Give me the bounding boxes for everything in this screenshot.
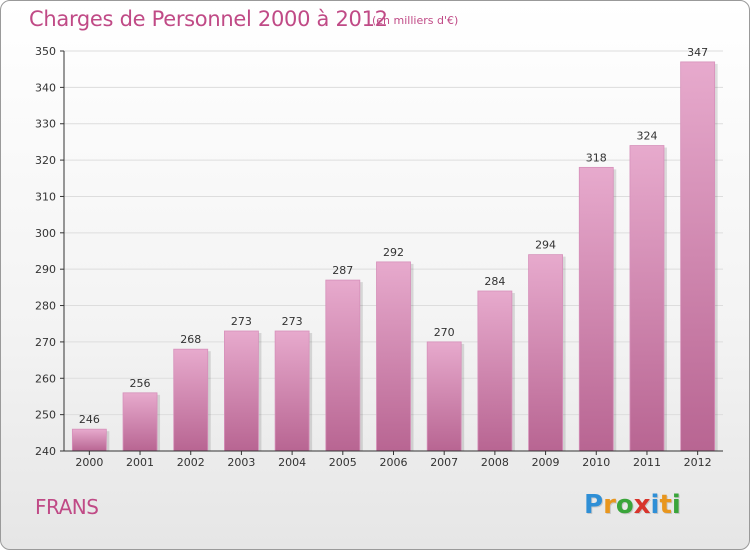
data-label: 318 bbox=[586, 151, 607, 164]
logo-letter: x bbox=[633, 490, 651, 520]
data-label: 273 bbox=[282, 315, 303, 328]
data-labels: 246 256 268 273 273 287 292 270 284 294 318 324 347 bbox=[79, 46, 708, 426]
data-label: 284 bbox=[484, 275, 505, 288]
logo-letter: i bbox=[671, 490, 681, 520]
data-label: 324 bbox=[636, 130, 657, 143]
x-tick-label: 2000 bbox=[75, 456, 103, 469]
x-tick-label: 2005 bbox=[329, 456, 357, 469]
axes: 240 250 260 270 280 290 300 310 320 330 340 350 2000… bbox=[35, 45, 723, 469]
chart-unit-label: (en milliers d'€) bbox=[372, 14, 459, 27]
y-tick-label: 310 bbox=[35, 190, 56, 203]
bar bbox=[122, 392, 158, 452]
bar bbox=[224, 330, 259, 452]
x-tick-label: 2008 bbox=[481, 456, 509, 469]
bar bbox=[528, 254, 563, 452]
bar bbox=[426, 341, 462, 452]
bars bbox=[71, 61, 718, 452]
data-label: 256 bbox=[130, 377, 151, 390]
x-tick-label: 2012 bbox=[684, 456, 712, 469]
logo-letter: t bbox=[659, 490, 672, 520]
data-label: 292 bbox=[383, 246, 404, 259]
logo-letter: o bbox=[615, 490, 634, 520]
x-tick-label: 2009 bbox=[532, 456, 560, 469]
bar bbox=[477, 290, 513, 452]
x-tick-label: 2011 bbox=[633, 456, 661, 469]
bar bbox=[578, 166, 614, 452]
x-tick-label: 2003 bbox=[227, 456, 255, 469]
data-label: 287 bbox=[332, 264, 353, 277]
x-tick-label: 2004 bbox=[278, 456, 306, 469]
logo-letter: r bbox=[603, 490, 616, 520]
commune-name: FRANS bbox=[35, 495, 99, 519]
data-label: 294 bbox=[535, 239, 556, 252]
y-tick-label: 300 bbox=[35, 227, 56, 240]
y-tick-label: 250 bbox=[35, 409, 56, 422]
y-tick-label: 260 bbox=[35, 372, 56, 385]
logo-letter: P bbox=[584, 490, 604, 520]
bar bbox=[325, 279, 361, 452]
bar bbox=[71, 428, 107, 452]
y-tick-label: 320 bbox=[35, 154, 56, 167]
proxiti-logo[interactable]: Proxiti bbox=[584, 490, 681, 520]
data-label: 347 bbox=[687, 46, 708, 59]
y-tick-label: 270 bbox=[35, 336, 56, 349]
bar bbox=[376, 261, 411, 452]
y-tick-label: 340 bbox=[35, 81, 56, 94]
x-tick-label: 2007 bbox=[430, 456, 458, 469]
x-tick-label: 2002 bbox=[177, 456, 205, 469]
y-tick-label: 290 bbox=[35, 263, 56, 276]
y-tick-label: 280 bbox=[35, 300, 56, 313]
x-tick-label: 2006 bbox=[380, 456, 408, 469]
logo-letter: i bbox=[650, 490, 660, 520]
chart-title: Charges de Personnel 2000 à 2012 bbox=[29, 7, 388, 31]
y-tick-label: 240 bbox=[35, 445, 56, 458]
bar bbox=[629, 145, 665, 452]
bar bbox=[173, 348, 209, 452]
data-label: 273 bbox=[231, 315, 252, 328]
data-label: 246 bbox=[79, 413, 100, 426]
y-tick-label: 350 bbox=[35, 45, 56, 58]
x-tick-label: 2010 bbox=[582, 456, 610, 469]
bar bbox=[680, 61, 716, 452]
bar bbox=[274, 330, 310, 452]
x-tick-label: 2001 bbox=[126, 456, 154, 469]
y-tick-label: 330 bbox=[35, 118, 56, 131]
data-label: 270 bbox=[434, 326, 455, 339]
data-label: 268 bbox=[180, 333, 201, 346]
